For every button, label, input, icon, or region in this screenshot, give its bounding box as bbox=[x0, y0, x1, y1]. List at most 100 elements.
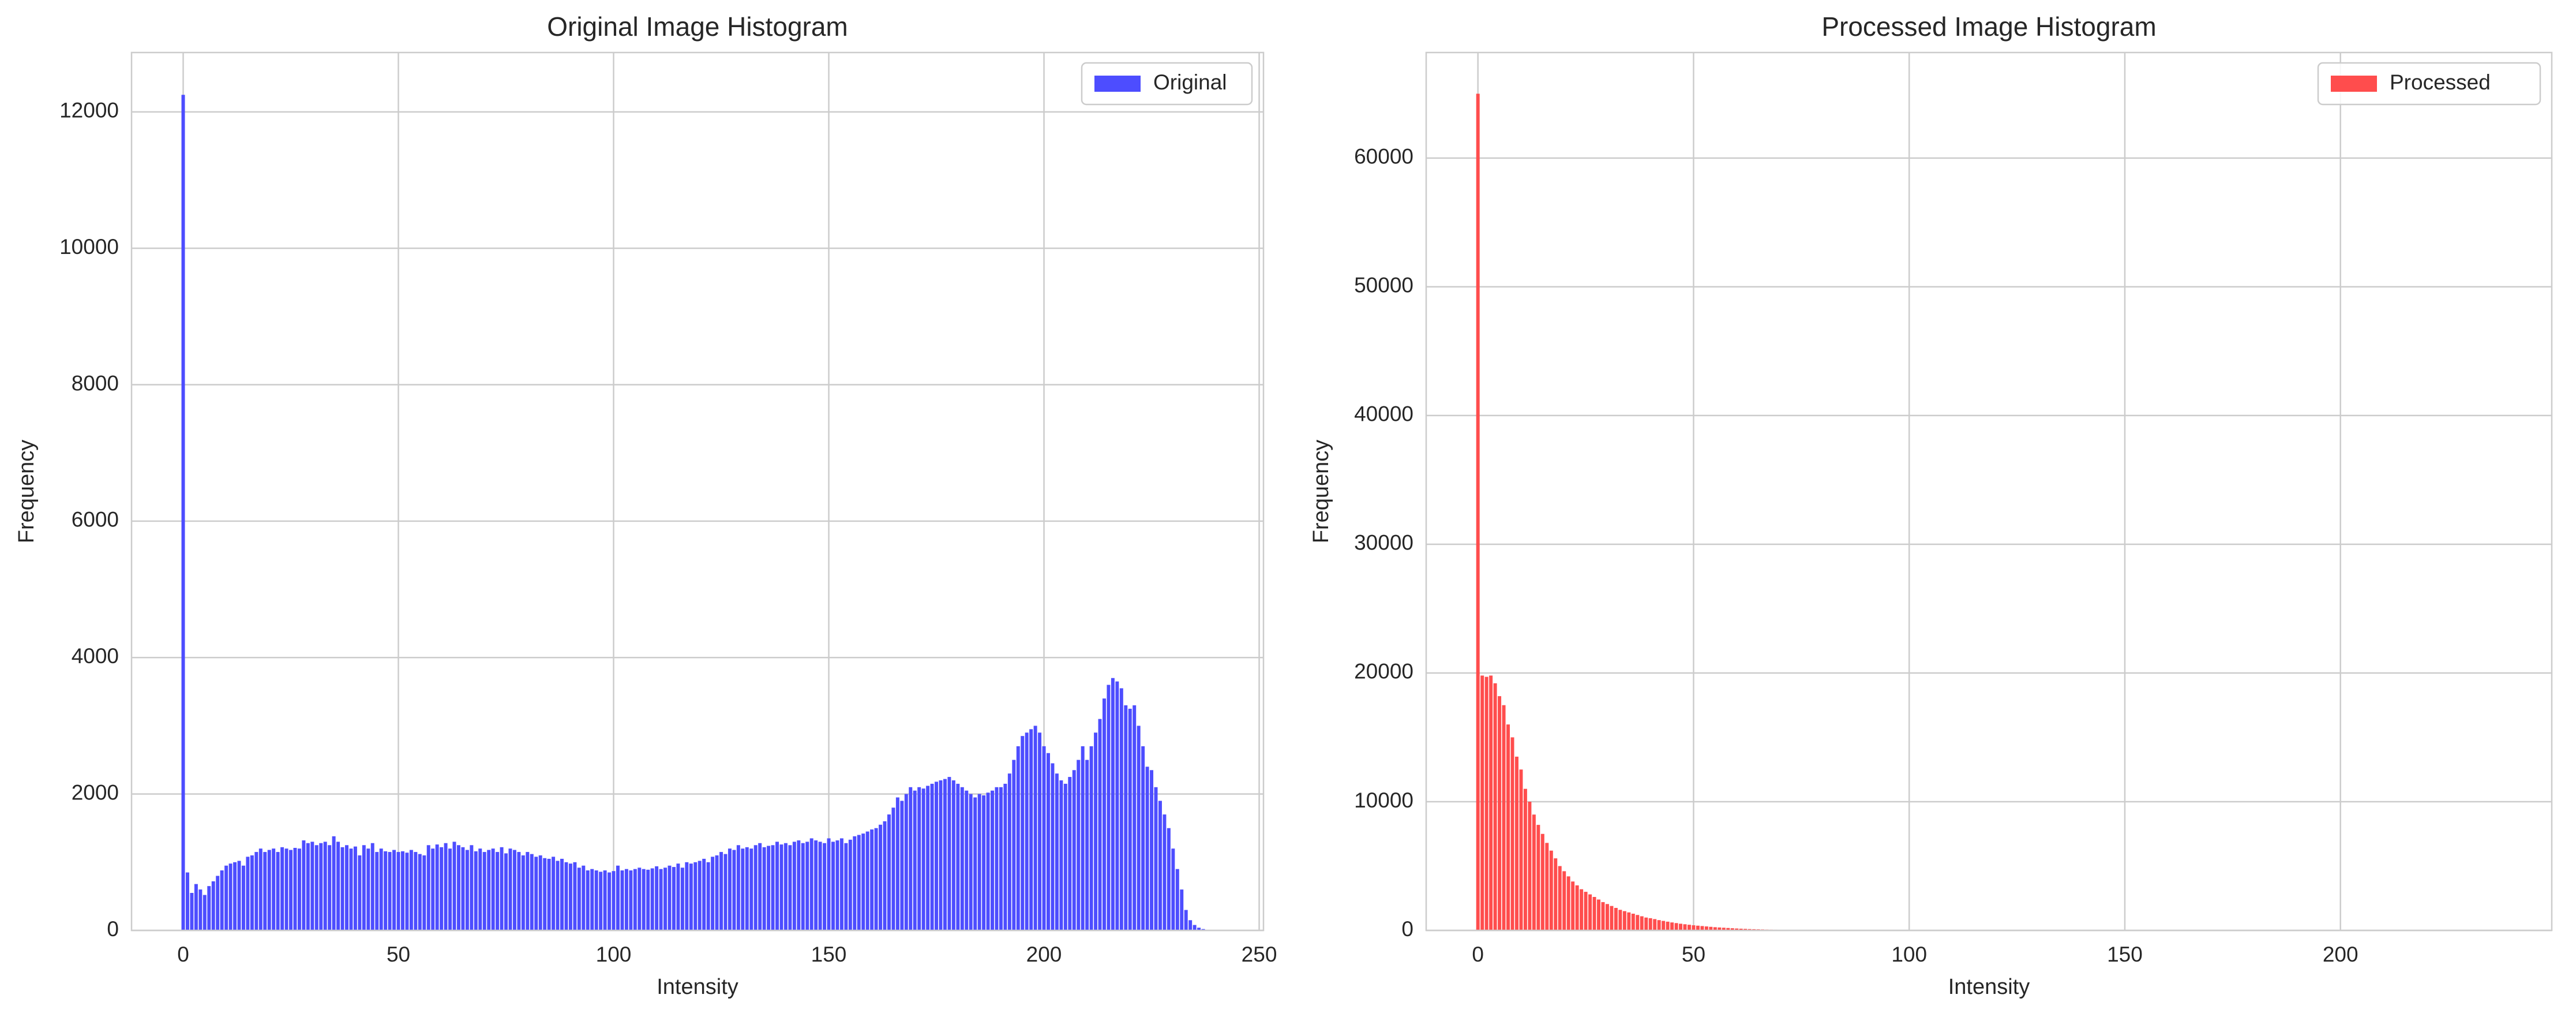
bar bbox=[956, 783, 960, 930]
bar bbox=[1743, 929, 1748, 930]
bar bbox=[668, 865, 672, 930]
bar bbox=[762, 847, 766, 930]
bar bbox=[314, 845, 318, 930]
bar bbox=[1124, 705, 1128, 930]
bar bbox=[1085, 760, 1089, 930]
bar bbox=[835, 840, 839, 930]
bar bbox=[775, 842, 779, 930]
bar bbox=[1704, 926, 1708, 930]
x-tick-label: 150 bbox=[811, 943, 847, 966]
bar bbox=[616, 865, 620, 930]
bar bbox=[1102, 698, 1106, 930]
bar bbox=[900, 801, 904, 930]
bar bbox=[577, 868, 581, 930]
bar bbox=[758, 843, 762, 930]
bar bbox=[297, 848, 301, 930]
bar bbox=[487, 850, 491, 930]
bar bbox=[246, 857, 250, 930]
bar bbox=[1622, 911, 1626, 930]
bar bbox=[951, 780, 955, 930]
bar bbox=[1696, 925, 1700, 930]
bar bbox=[904, 794, 908, 930]
bar bbox=[1532, 814, 1536, 930]
bar bbox=[620, 870, 624, 930]
bar bbox=[1735, 928, 1739, 930]
bar bbox=[1571, 881, 1575, 930]
bar bbox=[823, 843, 827, 930]
bar bbox=[1029, 729, 1033, 930]
bar bbox=[1653, 919, 1657, 930]
bar bbox=[861, 833, 865, 930]
bar bbox=[1128, 708, 1132, 930]
bar bbox=[1730, 928, 1734, 930]
legend-swatch bbox=[1094, 76, 1141, 92]
bar bbox=[1068, 777, 1072, 930]
bar bbox=[1554, 858, 1558, 930]
bar bbox=[659, 869, 663, 930]
y-tick-label: 50000 bbox=[1354, 274, 1413, 297]
bar bbox=[370, 843, 374, 930]
legend-swatch bbox=[2331, 76, 2377, 92]
bar bbox=[1007, 773, 1011, 930]
bar bbox=[736, 845, 740, 930]
bar bbox=[233, 862, 237, 930]
bar bbox=[586, 870, 590, 930]
bar bbox=[702, 858, 706, 930]
bar bbox=[323, 842, 327, 930]
bar bbox=[1575, 885, 1579, 930]
bar bbox=[982, 795, 986, 930]
bar bbox=[500, 847, 504, 930]
bar bbox=[1141, 746, 1145, 930]
plot-area bbox=[132, 53, 1263, 930]
bar bbox=[663, 868, 668, 930]
bar bbox=[599, 872, 603, 930]
bar bbox=[1592, 897, 1596, 930]
bar bbox=[913, 790, 917, 930]
bar bbox=[1640, 916, 1644, 930]
x-tick-label: 100 bbox=[1891, 943, 1927, 966]
bar bbox=[198, 889, 203, 930]
bar bbox=[646, 869, 650, 930]
bar bbox=[1003, 783, 1007, 930]
plot-frame bbox=[1425, 51, 2553, 932]
bar bbox=[220, 870, 224, 930]
bar bbox=[340, 847, 344, 930]
bar bbox=[1493, 683, 1497, 930]
bar bbox=[935, 782, 939, 930]
bar bbox=[448, 848, 452, 930]
bar bbox=[422, 855, 426, 930]
bar bbox=[203, 895, 207, 930]
bar bbox=[1021, 736, 1025, 930]
bar bbox=[676, 863, 680, 930]
bar bbox=[1012, 760, 1016, 930]
bar bbox=[521, 855, 525, 930]
bar bbox=[564, 862, 568, 930]
bar bbox=[1033, 726, 1037, 930]
bar bbox=[568, 863, 572, 930]
bar bbox=[779, 844, 783, 930]
bar bbox=[930, 783, 934, 930]
bar bbox=[883, 821, 887, 930]
bar bbox=[689, 863, 693, 930]
bar bbox=[1175, 869, 1179, 930]
bar bbox=[328, 845, 332, 930]
bar bbox=[444, 843, 448, 930]
bar bbox=[1713, 927, 1717, 930]
bar bbox=[1089, 746, 1093, 930]
bar bbox=[1540, 833, 1544, 930]
bar bbox=[258, 848, 263, 930]
bar bbox=[1597, 899, 1600, 930]
bar bbox=[874, 828, 878, 930]
bar bbox=[465, 850, 469, 930]
bar bbox=[1648, 918, 1652, 930]
bar bbox=[379, 848, 383, 930]
y-tick-label: 2000 bbox=[72, 780, 119, 804]
bar bbox=[560, 858, 564, 930]
bar bbox=[1588, 894, 1592, 930]
x-tick-label: 0 bbox=[177, 943, 189, 966]
bar bbox=[526, 852, 530, 930]
bar bbox=[1167, 828, 1171, 930]
bar bbox=[1111, 678, 1115, 930]
